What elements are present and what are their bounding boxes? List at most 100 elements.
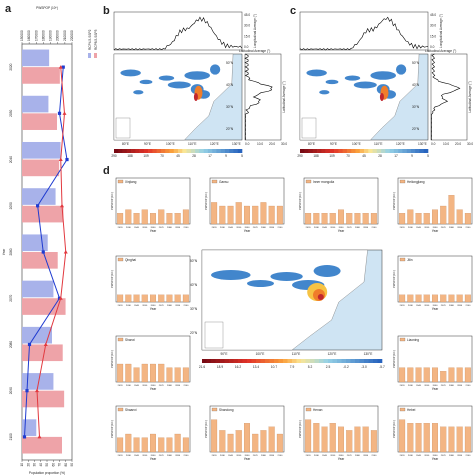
province-bar — [362, 426, 369, 453]
province-year-tick: 2020 — [118, 455, 124, 457]
center-colorbar-segment — [283, 359, 288, 363]
bar-rcp45 — [22, 234, 48, 252]
panel-label-b: b — [103, 5, 110, 17]
province-bar — [346, 213, 353, 225]
bar-axis-tick-label: 220000 — [70, 30, 74, 41]
province-bar — [133, 213, 140, 225]
province-bar — [211, 419, 218, 453]
province-bar — [244, 205, 250, 225]
center-colorbar-segment — [206, 359, 212, 363]
colorbar-segment — [156, 149, 162, 153]
province-year-tick: 2080 — [167, 455, 173, 457]
province-bar — [125, 433, 132, 453]
right-marginal-frame — [430, 53, 468, 141]
line-axis-title: Population proportion (%) — [29, 471, 65, 475]
center-colorbar-tick: 21.6 — [199, 365, 205, 369]
province-y-title: PWSPOP (10⁶) — [110, 420, 114, 438]
province-bar — [133, 367, 140, 383]
colorbar-segment — [186, 149, 192, 153]
line-axis-tick-label: 80 — [64, 463, 68, 467]
province-year-tick: 2020 — [118, 385, 124, 387]
colorbar-segment — [160, 149, 166, 153]
marker-rcp45 — [27, 342, 32, 347]
colorbar-tick-label: 70 — [346, 154, 350, 158]
right-axis-title: Latitudinal Average (°) — [468, 81, 472, 112]
province-bar — [321, 426, 328, 453]
center-colorbar-segment — [260, 359, 266, 363]
province-bar — [276, 205, 283, 225]
province-year-tick: 2020 — [400, 455, 406, 457]
marker-rcp85 — [58, 296, 63, 300]
center-colorbar-segment — [242, 359, 248, 363]
province-year-tick: 2100 — [465, 305, 471, 307]
province-y-title: PWSPOP (10⁶) — [392, 350, 396, 368]
province-bar — [399, 213, 406, 225]
province-year-tick: 2060 — [433, 305, 439, 307]
colorbar-tick-label: 17 — [394, 154, 398, 158]
province-name: Inner mongolia — [313, 180, 334, 184]
province-bar — [227, 205, 234, 225]
bar-rcp45 — [22, 373, 54, 390]
province-bar — [440, 294, 447, 303]
province-year-tick: 2080 — [449, 455, 455, 457]
bar-rcp45 — [22, 419, 37, 436]
province-bar — [415, 367, 422, 383]
province-name: Heilongjiang — [407, 180, 425, 184]
lat-tick-label: 50°N — [412, 61, 420, 65]
colorbar-segment — [152, 149, 157, 153]
province-bar — [423, 294, 430, 303]
province-bar — [448, 294, 455, 303]
province-y-title: PWSPOP (10⁶) — [392, 420, 396, 438]
province-legend-swatch — [399, 337, 406, 342]
colorbar-tick-label: 109 — [143, 154, 149, 158]
x-axis-title: Year — [2, 248, 6, 255]
province-bar — [456, 426, 463, 453]
province-year-tick: 2090 — [363, 227, 369, 229]
center-colorbar-tick: 10.7 — [271, 365, 277, 369]
colorbar-segment — [406, 149, 412, 153]
center-colorbar-segment — [305, 359, 311, 363]
province-year-tick: 2060 — [433, 227, 439, 229]
province-bar — [448, 367, 455, 383]
province-bar — [125, 294, 132, 303]
colorbar-segment — [139, 149, 145, 153]
colorbar-segment — [118, 149, 123, 153]
center-lon-tick: 110°E — [292, 352, 300, 356]
lon-tick-label: 120°E — [396, 142, 405, 146]
province-year-tick: 2070 — [159, 455, 165, 457]
province-year-tick: 2030 — [314, 227, 320, 229]
colorbar-segment — [410, 149, 416, 153]
province-year-tick: 2080 — [449, 305, 455, 307]
colorbar-segment — [143, 149, 149, 153]
province-bar — [133, 437, 140, 453]
province-year-tick: 2090 — [175, 227, 181, 229]
province-year-tick: 2100 — [371, 455, 377, 457]
category-label: 2090 — [9, 387, 13, 394]
south-china-sea-inset — [301, 117, 317, 139]
marker-rcp85 — [63, 250, 68, 254]
center-colorbar-segment — [292, 359, 297, 363]
colorbar-segment — [229, 149, 234, 153]
marker-rcp45 — [57, 111, 62, 115]
center-colorbar-segment — [211, 359, 216, 363]
line-axis-tick-label: 40 — [39, 463, 43, 467]
center-colorbar-segment — [251, 359, 257, 363]
province-bar — [268, 426, 275, 453]
province-year-tick: 2020 — [212, 227, 218, 229]
panel-a-chart: 150000 160000 170000 180000 190000 200000 2100… — [2, 6, 100, 475]
province-bar — [150, 294, 156, 303]
province-bar — [150, 213, 156, 225]
lon-tick-label: 90°E — [144, 142, 151, 146]
line-axis-tick-label: 70 — [58, 463, 62, 467]
legend-swatch — [94, 53, 97, 58]
marker-rcp85 — [58, 157, 63, 162]
province-legend-swatch — [399, 257, 406, 262]
province-y-title: PWSPOP (10⁶) — [110, 270, 114, 288]
marker-rcp45 — [36, 204, 40, 208]
province-year-tick: 2030 — [126, 385, 132, 387]
colorbar-segment — [233, 149, 239, 153]
province-year-tick: 2050 — [142, 227, 148, 229]
marker-rcp85 — [60, 203, 64, 208]
colorbar-segment — [393, 149, 399, 153]
change-region — [247, 280, 274, 287]
